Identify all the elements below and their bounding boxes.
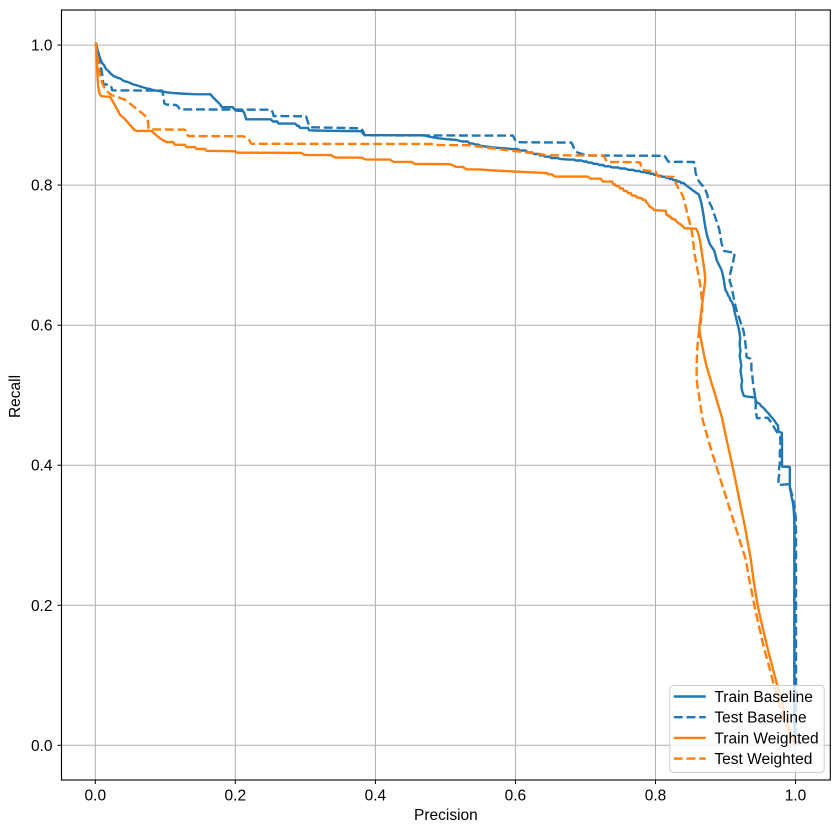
svg-text:0.4: 0.4 (31, 458, 53, 475)
svg-text:0.4: 0.4 (365, 788, 387, 805)
svg-text:0.0: 0.0 (31, 738, 53, 755)
svg-text:0.6: 0.6 (31, 318, 53, 335)
svg-text:Train Weighted: Train Weighted (714, 730, 818, 747)
svg-text:1.0: 1.0 (31, 38, 53, 55)
svg-text:0.2: 0.2 (31, 598, 53, 615)
svg-text:0.8: 0.8 (31, 178, 53, 195)
svg-text:0.2: 0.2 (225, 788, 247, 805)
svg-text:Test Baseline: Test Baseline (714, 710, 806, 727)
svg-text:0.6: 0.6 (505, 788, 527, 805)
svg-text:Train Baseline: Train Baseline (714, 689, 813, 706)
svg-text:0.0: 0.0 (85, 788, 107, 805)
svg-text:Precision: Precision (414, 807, 478, 824)
svg-text:Test Weighted: Test Weighted (714, 751, 812, 768)
svg-text:Recall: Recall (7, 375, 24, 418)
svg-text:1.0: 1.0 (785, 788, 807, 805)
svg-text:0.8: 0.8 (645, 788, 667, 805)
